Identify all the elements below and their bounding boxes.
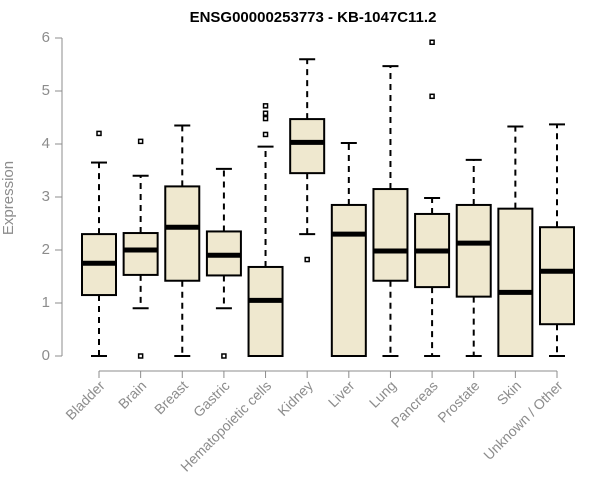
iqr-box: [247, 265, 284, 357]
outlier-point: [429, 39, 435, 45]
y-tick-label: 0: [42, 347, 50, 364]
x-tick-label: Skin: [494, 377, 525, 408]
x-tick-label: Brain: [115, 377, 149, 411]
y-tick-label: 6: [42, 29, 50, 46]
outlier-point: [137, 138, 144, 145]
x-tick-label: Bladder: [62, 377, 108, 423]
box-bladder: [81, 130, 117, 357]
box-kidney: [289, 58, 326, 263]
x-tick-label: Unknown / Other: [480, 377, 566, 463]
outlier-point: [429, 93, 435, 100]
boxes-group: [81, 39, 575, 359]
outlier-point: [262, 103, 269, 109]
y-axis-label: Expression: [0, 161, 17, 235]
x-tick-label: Prostate: [434, 377, 482, 425]
box-prostate: [455, 158, 492, 357]
outlier-point: [262, 110, 269, 117]
y-ticks: 0 1 2 3 4 5 6: [42, 29, 62, 364]
iqr-box: [497, 207, 534, 357]
iqr-box: [539, 226, 575, 326]
box-breast: [164, 124, 201, 357]
box-lung: [372, 65, 409, 357]
outlier-point: [96, 130, 102, 137]
box-skin: [497, 125, 534, 357]
y-tick-label: 4: [42, 135, 50, 152]
x-tick-label: Liver: [325, 377, 358, 410]
y-tick-label: 1: [42, 294, 50, 311]
box-hematopoietic-cells: [247, 103, 284, 357]
iqr-box: [330, 203, 367, 357]
y-tick-label: 3: [42, 188, 50, 205]
outlier-point: [262, 115, 269, 122]
y-tick-label: 2: [42, 241, 50, 258]
box-liver: [330, 141, 367, 357]
iqr-box: [372, 188, 409, 282]
outlier-point: [262, 131, 269, 138]
iqr-box: [289, 118, 326, 175]
outlier-point: [137, 353, 144, 359]
box-gastric: [205, 167, 242, 359]
x-tick-label: Lung: [366, 377, 399, 410]
x-tick-label: Kidney: [274, 377, 316, 419]
y-tick-label: 5: [42, 82, 50, 99]
outlier-point: [304, 256, 310, 263]
box-unknown-other: [539, 123, 575, 357]
outlier-point: [221, 353, 227, 359]
iqr-box: [455, 203, 492, 298]
box-brain: [122, 138, 159, 359]
box-pancreas: [414, 39, 451, 357]
iqr-box: [164, 185, 201, 282]
iqr-box: [122, 232, 159, 276]
chart-title: ENSG00000253773 - KB-1047C11.2: [190, 9, 437, 26]
x-tick-label: Breast: [151, 377, 191, 417]
